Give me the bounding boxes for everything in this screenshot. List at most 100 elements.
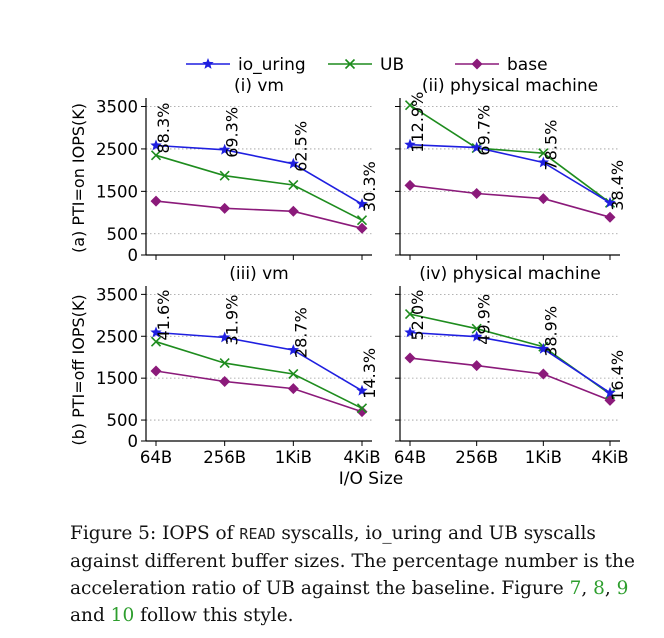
series-UB — [150, 150, 368, 226]
acceleration-label: 112.9% — [408, 92, 427, 153]
data-point — [218, 143, 231, 155]
data-point — [287, 344, 300, 355]
figure-ref-9[interactable]: 9 — [616, 578, 629, 599]
panel-title: (i) vm — [234, 76, 284, 96]
row-labels: (a) PTI=on IOPS(K) (b) PTI=off IOPS(K) — [69, 103, 88, 446]
acceleration-label: 62.5% — [291, 121, 310, 172]
legend-entry-io-uring: io_uring — [186, 55, 306, 75]
figure-caption: Figure 5: IOPS of READ syscalls, io_urin… — [70, 520, 650, 629]
caption-lead: Figure 5: IOPS of — [70, 523, 240, 544]
legend: io_uring UB base — [186, 55, 548, 75]
series-line — [409, 331, 611, 394]
panel-title: (ii) physical machine — [422, 76, 598, 96]
y-tick-label: 500 — [107, 225, 139, 244]
legend-marker — [202, 58, 214, 69]
data-point — [219, 170, 230, 181]
panels: (i) vm 0 500 1500 2500 3500 88.3% 69.3% 62.5% 30.… — [96, 76, 629, 467]
data-point — [470, 330, 483, 342]
y-tick-label: 500 — [107, 411, 139, 430]
series-UB — [150, 336, 368, 414]
figure-5-chart: io_uring UB base (a) PTI=on IOPS(K) (b) PTI… — [69, 55, 629, 489]
acceleration-label: 38.9% — [541, 306, 560, 357]
series-line — [409, 184, 611, 218]
series-line — [409, 313, 611, 395]
data-point — [287, 157, 300, 169]
legend-entry-base: base — [455, 55, 548, 75]
data-point — [150, 150, 162, 161]
x-tick-label: 64B — [394, 448, 426, 467]
y-tick-label: 1500 — [96, 369, 138, 388]
caption-tail: follow this style. — [134, 605, 294, 626]
legend-marker — [344, 58, 356, 70]
data-point — [404, 352, 416, 364]
series-io-uring — [404, 138, 616, 208]
series-line — [409, 143, 611, 204]
data-point — [356, 384, 368, 396]
data-point — [219, 358, 230, 369]
data-point — [150, 365, 162, 377]
data-point — [150, 326, 162, 338]
y-tick-label: 0 — [128, 432, 139, 451]
series-io-uring — [404, 326, 616, 398]
data-point — [404, 100, 416, 111]
x-tick-label: 64B — [140, 448, 172, 467]
data-point — [150, 336, 162, 347]
figure-ref-10[interactable]: 10 — [110, 605, 135, 626]
y-tick-label: 1500 — [96, 182, 138, 201]
panel-title: (iii) vm — [229, 264, 288, 284]
legend-marker — [471, 58, 483, 70]
data-point — [537, 368, 549, 380]
figure-ref-8[interactable]: 8 — [593, 578, 605, 599]
acceleration-label: 52.0% — [408, 290, 427, 341]
caption-middle: syscalls, io_uring and UB syscalls again… — [70, 523, 635, 599]
series-UB — [404, 309, 616, 400]
data-point — [538, 148, 549, 159]
data-point — [537, 156, 550, 168]
legend-label: io_uring — [238, 55, 306, 75]
data-point — [471, 323, 482, 334]
series-line — [409, 357, 611, 402]
data-point — [288, 368, 299, 380]
data-point — [356, 198, 368, 209]
acceleration-label: 14.3% — [360, 348, 379, 399]
acceleration-label: 69.3% — [223, 107, 242, 158]
figure-ref-7[interactable]: 7 — [569, 578, 582, 599]
data-point — [288, 179, 299, 191]
series-line — [155, 154, 363, 221]
data-point — [218, 331, 231, 343]
data-point — [404, 326, 416, 338]
acceleration-label: 49.9% — [475, 294, 494, 345]
acceleration-label: 78.5% — [541, 120, 560, 171]
data-point — [537, 193, 549, 205]
data-point — [287, 205, 299, 217]
data-point — [537, 342, 550, 354]
series-io-uring — [150, 326, 368, 396]
acceleration-label: 38.4% — [608, 160, 627, 211]
x-tick-label: 1KiB — [525, 448, 562, 467]
series-base — [150, 195, 368, 234]
y-tick-label: 3500 — [96, 285, 138, 304]
row-label-b: (b) PTI=off IOPS(K) — [69, 294, 88, 445]
data-point — [356, 215, 368, 226]
series-line — [409, 104, 611, 204]
series-base — [404, 352, 616, 406]
legend-entry-UB: UB — [328, 55, 404, 75]
series-line — [155, 144, 363, 205]
legend-label: UB — [380, 55, 404, 75]
x-tick-label: 4KiB — [343, 448, 380, 467]
data-point — [404, 138, 416, 150]
series-line — [155, 340, 363, 410]
data-point — [150, 139, 162, 151]
y-tick-label: 2500 — [96, 327, 138, 346]
row-label-a: (a) PTI=on IOPS(K) — [69, 103, 88, 253]
series-base — [150, 365, 368, 418]
acceleration-label: 88.3% — [154, 103, 173, 154]
data-point — [604, 211, 616, 223]
acceleration-label: 69.7% — [475, 105, 494, 156]
caption-sep: , — [581, 578, 594, 599]
data-point — [356, 403, 368, 414]
series-io-uring — [150, 139, 368, 209]
data-point — [356, 406, 368, 418]
legend-label: base — [507, 55, 548, 75]
